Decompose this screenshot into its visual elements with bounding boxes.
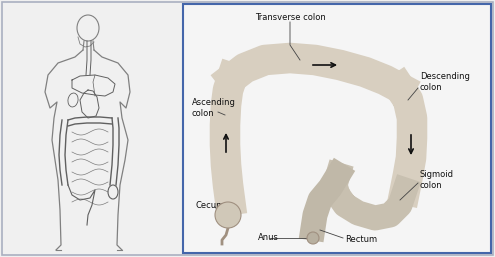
- Text: Transverse colon: Transverse colon: [255, 14, 326, 23]
- Bar: [183, 4, 491, 253]
- Text: Anus: Anus: [258, 234, 279, 243]
- Text: Descending
colon: Descending colon: [420, 72, 470, 92]
- Text: Ascending
colon: Ascending colon: [192, 98, 236, 118]
- Text: Sigmoid
colon: Sigmoid colon: [420, 170, 454, 190]
- Circle shape: [307, 232, 319, 244]
- Circle shape: [215, 202, 241, 228]
- Text: Cecum: Cecum: [195, 200, 224, 209]
- Text: Rectum: Rectum: [345, 235, 377, 244]
